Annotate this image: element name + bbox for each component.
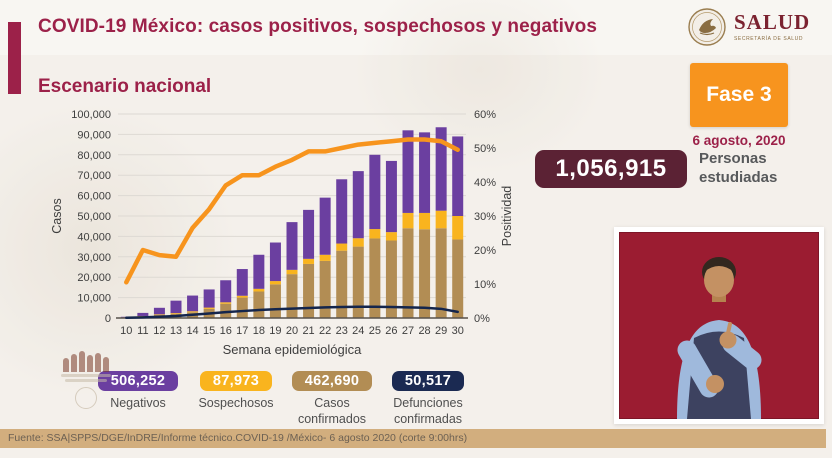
svg-text:0: 0 bbox=[105, 313, 111, 325]
svg-text:17: 17 bbox=[236, 325, 248, 337]
svg-text:80,000: 80,000 bbox=[77, 150, 111, 162]
svg-text:27: 27 bbox=[402, 325, 414, 337]
svg-text:12: 12 bbox=[153, 325, 165, 337]
svg-text:15: 15 bbox=[203, 325, 215, 337]
stat-badge: 87,973 bbox=[199, 371, 273, 391]
studied-label: Personas estudiadas bbox=[699, 150, 777, 188]
svg-text:23: 23 bbox=[336, 325, 348, 337]
phase-badge: Fase 3 bbox=[690, 63, 788, 127]
stat-label: Negativos bbox=[110, 396, 166, 410]
source-footer: Fuente: SSA|SPPS/DGE/InDRE/Informe técni… bbox=[0, 429, 826, 448]
svg-text:60,000: 60,000 bbox=[77, 191, 111, 203]
svg-text:20%: 20% bbox=[474, 245, 496, 257]
svg-text:28: 28 bbox=[418, 325, 430, 337]
title-accent-bar bbox=[8, 22, 21, 94]
national-chart-svg: 100,000 90,000 80,000 70,000 60,000 50,000 40,… bbox=[50, 109, 514, 357]
stat-label: Casos confirmados bbox=[297, 396, 367, 427]
svg-text:Semana epidemiológica: Semana epidemiológica bbox=[223, 342, 363, 357]
svg-text:24: 24 bbox=[352, 325, 364, 337]
svg-text:19: 19 bbox=[269, 325, 281, 337]
svg-text:21: 21 bbox=[302, 325, 314, 337]
svg-text:0%: 0% bbox=[474, 313, 490, 325]
stat-label: Sospechosos bbox=[198, 396, 274, 410]
svg-text:13: 13 bbox=[170, 325, 182, 337]
eagle-emblem-icon bbox=[688, 8, 726, 46]
stat-casos-confirmados: 462,690 Casos confirmados bbox=[280, 371, 384, 428]
logo-text: SALUD SECRETARÍA DE SALUD bbox=[734, 10, 811, 43]
stat-sospechosos: 87,973 Sospechosos bbox=[184, 371, 288, 411]
stat-label: Defunciones confirmadas bbox=[393, 396, 463, 427]
svg-text:26: 26 bbox=[385, 325, 397, 337]
svg-text:Casos: Casos bbox=[50, 198, 64, 233]
sign-language-interpreter-video bbox=[614, 227, 824, 424]
stat-defunciones: 50,517 Defunciones confirmadas bbox=[376, 371, 480, 428]
svg-text:10: 10 bbox=[120, 325, 132, 337]
svg-text:25: 25 bbox=[369, 325, 381, 337]
svg-text:18: 18 bbox=[253, 325, 265, 337]
logo-name: SALUD bbox=[734, 10, 811, 34]
svg-text:20: 20 bbox=[286, 325, 298, 337]
source-text: Fuente: SSA|SPPS/DGE/InDRE/Informe técni… bbox=[8, 432, 468, 444]
page-title: COVID-19 México: casos positivos, sospec… bbox=[38, 16, 597, 37]
stat-badge: 506,252 bbox=[97, 371, 179, 391]
svg-text:Positividad: Positividad bbox=[500, 186, 514, 246]
svg-text:60%: 60% bbox=[474, 109, 496, 121]
svg-text:14: 14 bbox=[186, 325, 198, 337]
svg-text:29: 29 bbox=[435, 325, 447, 337]
svg-text:70,000: 70,000 bbox=[77, 170, 111, 182]
svg-text:30%: 30% bbox=[474, 211, 496, 223]
svg-text:30: 30 bbox=[452, 325, 464, 337]
svg-text:16: 16 bbox=[220, 325, 232, 337]
studied-label-line1: Personas bbox=[699, 150, 767, 167]
studied-label-line2: estudiadas bbox=[699, 168, 778, 186]
heroes-figures bbox=[55, 350, 117, 372]
seal-watermark bbox=[75, 387, 97, 409]
stat-badge: 50,517 bbox=[391, 371, 465, 391]
interpreter-figure bbox=[618, 231, 820, 420]
svg-text:11: 11 bbox=[137, 325, 148, 337]
report-date: 6 agosto, 2020 bbox=[692, 133, 786, 148]
studied-count-badge: 1,056,915 bbox=[535, 150, 687, 188]
stat-badge: 462,690 bbox=[291, 371, 373, 391]
svg-text:50%: 50% bbox=[474, 143, 496, 155]
chart-title: Escenario nacional bbox=[38, 76, 212, 97]
svg-text:30,000: 30,000 bbox=[77, 252, 111, 264]
svg-text:10,000: 10,000 bbox=[77, 293, 111, 305]
svg-text:90,000: 90,000 bbox=[77, 129, 111, 141]
svg-text:40,000: 40,000 bbox=[77, 231, 111, 243]
svg-text:100,000: 100,000 bbox=[71, 109, 111, 121]
salud-logo: SALUD SECRETARÍA DE SALUD bbox=[686, 6, 810, 48]
svg-text:20,000: 20,000 bbox=[77, 272, 111, 284]
heroes-watermark bbox=[55, 350, 117, 409]
svg-text:10%: 10% bbox=[474, 279, 496, 291]
national-chart: 100,000 90,000 80,000 70,000 60,000 50,000 40,… bbox=[48, 98, 548, 366]
stat-negativos: 506,252 Negativos bbox=[86, 371, 190, 411]
logo-subtitle: SECRETARÍA DE SALUD bbox=[734, 36, 804, 42]
svg-text:22: 22 bbox=[319, 325, 331, 337]
svg-text:40%: 40% bbox=[474, 177, 496, 189]
svg-text:50,000: 50,000 bbox=[77, 211, 111, 223]
